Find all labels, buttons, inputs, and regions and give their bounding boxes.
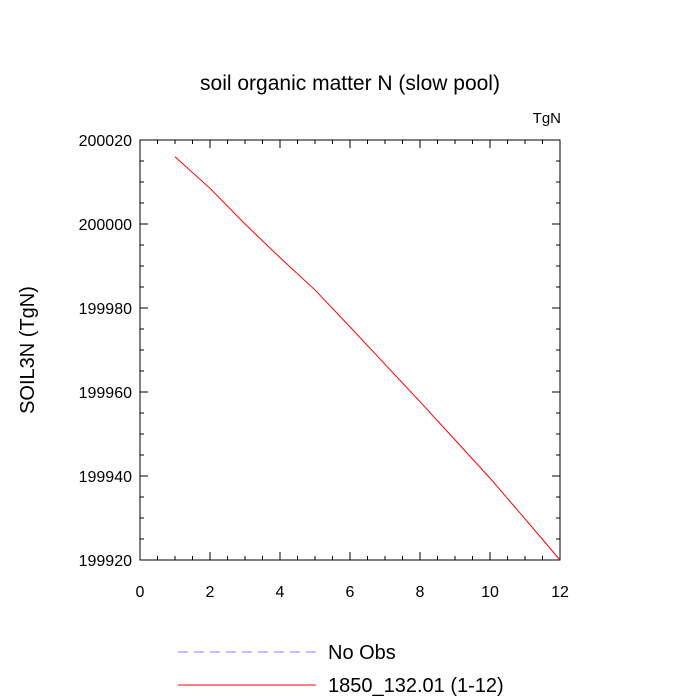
x-tick-label: 2	[206, 584, 215, 601]
y-tick-label: 199960	[79, 385, 132, 402]
y-tick-label: 199980	[79, 301, 132, 318]
series-line	[174, 156, 561, 561]
series-lines	[174, 156, 561, 561]
legend-label: 1850_132.01 (1-12)	[328, 675, 504, 697]
x-tick-label: 12	[551, 584, 569, 601]
units-label: TgN	[533, 110, 561, 127]
legend-label: No Obs	[328, 642, 396, 664]
x-tick-label: 6	[346, 584, 355, 601]
y-axis-label: SOIL3N (TgN)	[17, 286, 39, 414]
y-tick-label: 200000	[79, 217, 132, 234]
legend: No Obs 1850_132.01 (1-12)	[178, 642, 504, 697]
chart-title: soil organic matter N (slow pool)	[200, 72, 500, 95]
plot-frame	[139, 139, 561, 561]
x-tick-label: 8	[416, 584, 425, 601]
x-tick-label: 0	[136, 584, 145, 601]
y-tick-label: 199920	[79, 553, 132, 570]
axis-ticks	[139, 139, 561, 561]
x-tick-label: 4	[276, 584, 285, 601]
y-tick-label: 199940	[79, 469, 132, 486]
axis-tick-labels: 0 2 4 6 8 10 12 199920 199940 199960 199980 200000 2…	[79, 133, 569, 601]
x-tick-label: 10	[481, 584, 499, 601]
y-tick-label: 200020	[79, 133, 132, 150]
